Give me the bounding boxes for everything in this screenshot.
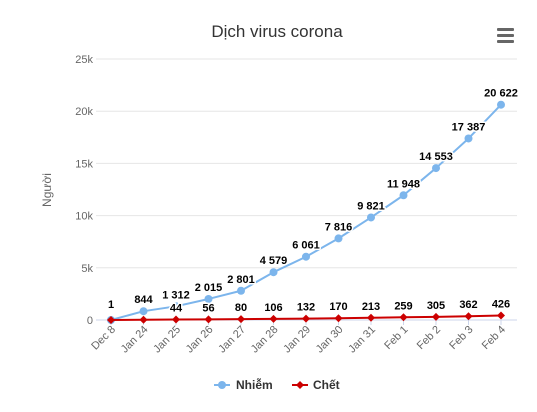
x-tick-label: Feb 1	[382, 324, 410, 352]
legend-chet-marker	[296, 381, 304, 389]
legend-chet-label: Chết	[313, 378, 340, 392]
data-label: 44	[170, 303, 183, 315]
data-label: 11 948	[387, 178, 420, 190]
x-axis-ticks: Dec 8 Jan 24 Jan 25 Jan 26 Jan 27 Jan 28 Jan 2…	[89, 320, 508, 355]
x-tick-label: Jan 29	[281, 324, 313, 356]
x-tick-label: Dec 8	[89, 324, 118, 353]
x-tick-label: Jan 27	[216, 324, 248, 356]
y-tick-label: 5k	[81, 263, 93, 275]
data-label: 844	[134, 294, 153, 306]
data-label: 2 015	[195, 282, 223, 294]
x-tick-label: Feb 2	[415, 324, 443, 352]
data-label: 426	[492, 299, 510, 311]
data-point[interactable]	[204, 315, 213, 324]
y-axis-ticks: 0 5k 10k 15k 20k 25k	[75, 54, 93, 327]
data-point[interactable]	[497, 311, 505, 320]
x-tick-label: Jan 31	[346, 324, 378, 356]
data-label: 106	[264, 302, 282, 314]
data-point[interactable]	[367, 313, 375, 322]
y-tick-label: 0	[87, 315, 93, 327]
y-tick-label: 10k	[75, 211, 93, 223]
data-point[interactable]	[269, 268, 278, 277]
x-tick-label: Jan 30	[314, 324, 346, 356]
chart-title: Dịch virus corona	[211, 22, 343, 41]
data-label: 170	[329, 301, 347, 313]
hamburger-menu-icon	[497, 28, 514, 43]
y-axis-title: Người	[40, 173, 54, 207]
data-label: 9 821	[357, 200, 385, 212]
data-label: 362	[459, 299, 477, 311]
y-tick-label: 15k	[75, 158, 93, 170]
x-tick-label: Jan 25	[151, 324, 183, 356]
data-point[interactable]	[432, 312, 440, 321]
legend-nhiem-label: Nhiễm	[236, 377, 273, 392]
grid-lines	[96, 58, 517, 321]
y-tick-label: 20k	[75, 106, 93, 118]
x-tick-label: Feb 3	[447, 324, 475, 352]
data-point[interactable]	[432, 164, 440, 173]
data-label: 4 579	[260, 255, 288, 267]
data-point[interactable]	[334, 234, 343, 243]
x-tick-label: Jan 26	[184, 324, 216, 356]
data-point[interactable]	[367, 213, 375, 222]
data-label: 56	[202, 302, 214, 314]
data-point[interactable]	[107, 316, 115, 324]
data-point[interactable]	[237, 286, 245, 295]
data-label: 80	[235, 302, 247, 314]
data-point[interactable]	[497, 100, 505, 109]
legend: Nhiễm Chết	[214, 377, 340, 392]
data-label: 1 312	[162, 289, 190, 301]
data-point[interactable]	[237, 315, 245, 324]
legend-item-nhiem[interactable]: Nhiễm	[214, 377, 273, 392]
data-point[interactable]	[302, 314, 310, 323]
data-point[interactable]	[139, 315, 148, 324]
data-label: 259	[394, 300, 412, 312]
data-label: 6 061	[292, 240, 320, 252]
series-nhiem	[107, 100, 505, 324]
legend-item-chet[interactable]: Chết	[292, 378, 340, 392]
data-label: 1	[108, 299, 114, 311]
data-label: 132	[297, 302, 315, 314]
data-label: 7 816	[325, 221, 353, 233]
x-tick-label: Jan 28	[249, 324, 281, 356]
data-point[interactable]	[464, 312, 473, 321]
data-point[interactable]	[399, 191, 408, 200]
data-point[interactable]	[269, 314, 278, 323]
data-label: 20 622	[484, 88, 518, 100]
data-point[interactable]	[172, 302, 180, 311]
data-point[interactable]	[334, 314, 343, 323]
x-tick-label: Jan 24	[119, 324, 151, 356]
data-point[interactable]	[464, 134, 473, 143]
data-label: 2 801	[227, 274, 255, 286]
legend-nhiem-marker	[218, 381, 226, 389]
y-tick-label: 25k	[75, 54, 93, 66]
data-point[interactable]	[204, 294, 213, 303]
data-point[interactable]	[172, 315, 180, 324]
data-point[interactable]	[302, 252, 310, 261]
data-label: 17 387	[452, 121, 486, 133]
series-line	[110, 104, 502, 321]
data-point[interactable]	[399, 313, 408, 322]
data-point[interactable]	[139, 307, 148, 316]
data-label: 305	[427, 300, 445, 312]
data-label: 213	[362, 301, 380, 313]
x-tick-label: Feb 4	[480, 324, 508, 352]
series-layer	[107, 100, 505, 324]
series-chet	[107, 311, 505, 324]
context-menu-button[interactable]	[492, 22, 520, 46]
data-label: 14 553	[419, 151, 453, 163]
